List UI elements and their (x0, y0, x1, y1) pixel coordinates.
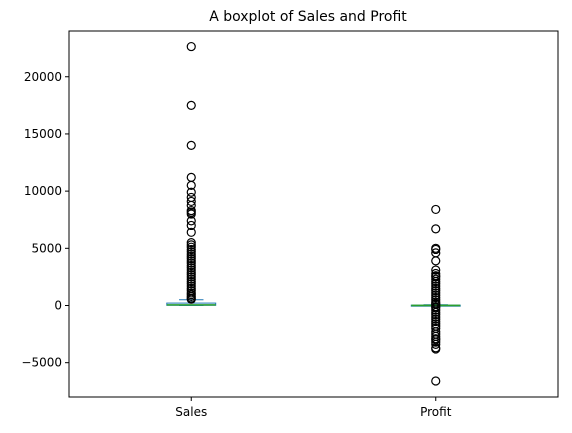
profit-outlier-point (431, 314, 441, 324)
sales-outlier-point (186, 258, 196, 268)
sales-outlier-point (186, 294, 196, 304)
profit-outlier-point (431, 265, 441, 275)
sales-outlier-point (186, 196, 196, 207)
sales-outlier-point (186, 180, 196, 191)
sales-outlier-point (186, 227, 196, 237)
plot-frame (68, 30, 559, 398)
sales-outlier-point (186, 272, 196, 282)
profit-outlier-point (431, 204, 441, 215)
profit-outlier-point (431, 288, 441, 298)
y-tick-label: 15000 (24, 127, 62, 141)
profit-outlier-point (431, 310, 441, 320)
sales-outlier-point (186, 274, 196, 284)
sales-outlier-point (186, 209, 196, 219)
profit-outlier-point (431, 286, 441, 296)
sales-outlier-point (186, 140, 196, 150)
y-tick-label: 20000 (24, 70, 62, 84)
boxplot-series (166, 41, 461, 386)
sales-outlier-point (186, 260, 196, 271)
sales-outlier-point (186, 247, 196, 257)
profit-outlier-point (431, 283, 441, 293)
sales-outlier-point (186, 237, 196, 248)
sales-outlier-point (186, 251, 196, 261)
sales-outlier-point (186, 265, 196, 275)
profit-outlier-point (431, 344, 441, 354)
profit-outlier-point (431, 244, 441, 255)
y-axis: −5000 0 5000 10000 15000 20000 (21, 70, 69, 370)
x-tick-label: Sales (175, 405, 207, 419)
sales-outlier-point (186, 279, 196, 289)
profit-outlier-point (431, 281, 441, 291)
y-tick-label: 5000 (31, 241, 62, 255)
sales-outlier-point (186, 220, 196, 231)
sales-outlier-point (186, 172, 196, 182)
profit-outlier-point (431, 312, 441, 322)
sales-outlier-point (186, 240, 196, 250)
sales-outlier-point (186, 263, 196, 273)
y-tick-label: −5000 (21, 356, 62, 370)
profit-outlier-point (431, 305, 441, 315)
sales-outlier-point (186, 276, 196, 287)
sales-outlier-point (186, 249, 196, 259)
profit-outlier-point (431, 224, 441, 234)
sales-outlier-point (186, 187, 196, 197)
sales-outlier-point (186, 256, 196, 266)
x-axis: Sales Profit (175, 397, 452, 419)
profit-outlier-point (431, 256, 441, 266)
profit-outlier-point (431, 337, 441, 347)
profit-outlier-point (431, 376, 441, 386)
sales-outlier-point (186, 254, 196, 264)
profit-outlier-point (431, 316, 441, 327)
sales-outlier-point (186, 242, 196, 252)
chart-title: A boxplot of Sales and Profit (209, 9, 407, 25)
sales-outlier-point (186, 270, 196, 280)
sales-outlier-point (186, 41, 196, 52)
profit-outlier-point (431, 272, 441, 282)
profit-outlier-point (431, 274, 441, 284)
y-tick-label: 0 (54, 299, 62, 313)
x-tick-label: Profit (420, 405, 452, 419)
profit-outlier-point (431, 292, 441, 303)
sales-outlier-point (186, 100, 196, 110)
profit-outlier-point (431, 303, 441, 313)
profit-outlier-point (431, 279, 441, 289)
y-tick-label: 10000 (24, 184, 62, 198)
sales-outlier-point (186, 267, 196, 277)
profit-outlier-point (431, 339, 441, 349)
sales-outlier-point (186, 244, 196, 255)
profit-outlier-point (431, 276, 441, 287)
sales-outlier-point (186, 216, 196, 226)
profit-outlier-point (431, 307, 441, 317)
